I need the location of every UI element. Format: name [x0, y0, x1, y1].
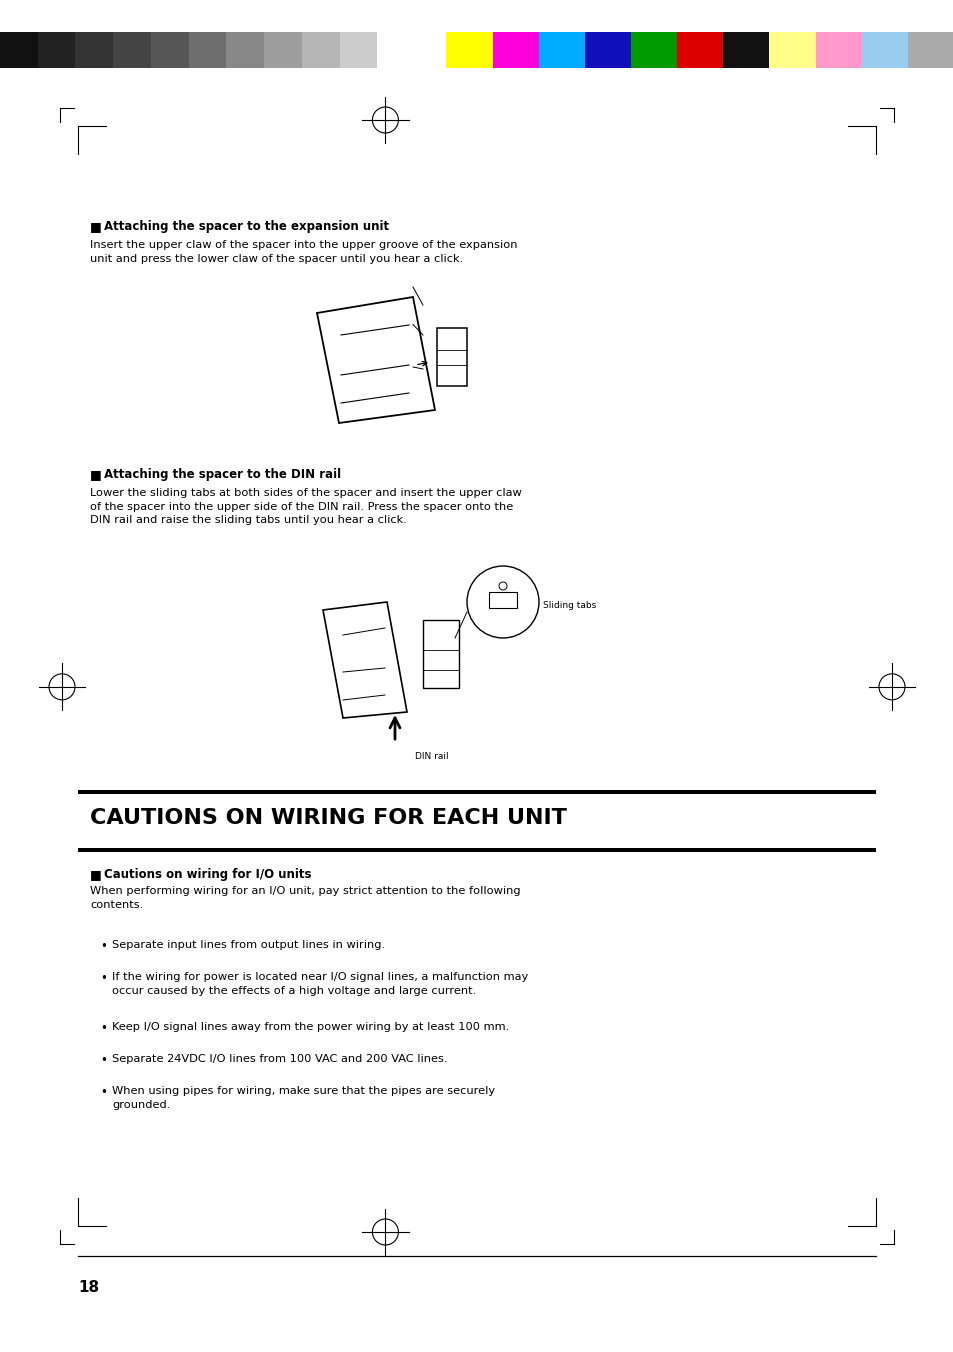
- Bar: [301, 32, 339, 68]
- Text: ■: ■: [90, 220, 102, 233]
- Circle shape: [467, 566, 538, 638]
- Bar: [538, 32, 584, 68]
- Bar: [75, 32, 113, 68]
- Text: If the wiring for power is located near I/O signal lines, a malfunction may
occu: If the wiring for power is located near …: [112, 972, 528, 995]
- Text: 18: 18: [78, 1280, 99, 1295]
- Text: •: •: [100, 1086, 107, 1099]
- Bar: [630, 32, 677, 68]
- Text: CAUTIONS ON WIRING FOR EACH UNIT: CAUTIONS ON WIRING FOR EACH UNIT: [90, 808, 566, 827]
- Bar: [677, 32, 722, 68]
- Text: Lower the sliding tabs at both sides of the spacer and insert the upper claw
of : Lower the sliding tabs at both sides of …: [90, 488, 521, 525]
- Bar: [584, 32, 630, 68]
- Text: Sliding tabs: Sliding tabs: [542, 602, 596, 611]
- Bar: [907, 32, 953, 68]
- Text: Attaching the spacer to the DIN rail: Attaching the spacer to the DIN rail: [104, 468, 341, 481]
- Bar: [78, 790, 875, 794]
- Text: Separate input lines from output lines in wiring.: Separate input lines from output lines i…: [112, 940, 385, 950]
- Text: •: •: [100, 940, 107, 953]
- Text: Insert the upper claw of the spacer into the upper groove of the expansion
unit : Insert the upper claw of the spacer into…: [90, 241, 517, 264]
- Bar: [769, 32, 815, 68]
- Bar: [264, 32, 301, 68]
- Bar: [151, 32, 189, 68]
- Bar: [376, 32, 415, 68]
- Bar: [339, 32, 376, 68]
- Bar: [722, 32, 769, 68]
- Text: •: •: [100, 972, 107, 986]
- Text: Attaching the spacer to the expansion unit: Attaching the spacer to the expansion un…: [104, 220, 389, 233]
- Bar: [226, 32, 264, 68]
- Text: DIN rail: DIN rail: [415, 752, 448, 761]
- Text: Cautions on wiring for I/O units: Cautions on wiring for I/O units: [104, 868, 312, 882]
- Bar: [0, 32, 38, 68]
- Text: Keep I/O signal lines away from the power wiring by at least 100 mm.: Keep I/O signal lines away from the powe…: [112, 1022, 509, 1032]
- Bar: [446, 32, 492, 68]
- Text: When using pipes for wiring, make sure that the pipes are securely
grounded.: When using pipes for wiring, make sure t…: [112, 1086, 495, 1110]
- Bar: [78, 848, 875, 852]
- Bar: [492, 32, 538, 68]
- Text: ■: ■: [90, 868, 102, 882]
- Bar: [489, 592, 517, 608]
- Bar: [436, 329, 467, 387]
- Bar: [113, 32, 151, 68]
- Text: ■: ■: [90, 468, 102, 481]
- Text: When performing wiring for an I/O unit, pay strict attention to the following
co: When performing wiring for an I/O unit, …: [90, 886, 520, 910]
- Text: Separate 24VDC I/O lines from 100 VAC and 200 VAC lines.: Separate 24VDC I/O lines from 100 VAC an…: [112, 1055, 447, 1064]
- Text: •: •: [100, 1022, 107, 1036]
- Bar: [189, 32, 226, 68]
- Bar: [861, 32, 907, 68]
- Bar: [815, 32, 861, 68]
- Bar: [422, 621, 458, 688]
- Bar: [38, 32, 75, 68]
- Text: •: •: [100, 1055, 107, 1067]
